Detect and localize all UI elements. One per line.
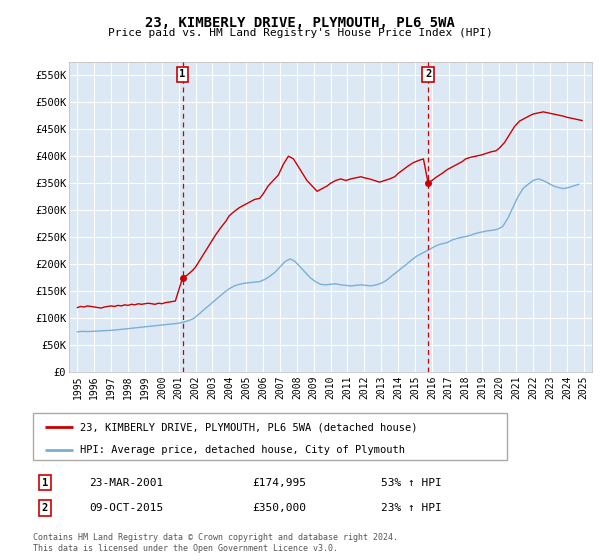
Text: Price paid vs. HM Land Registry's House Price Index (HPI): Price paid vs. HM Land Registry's House … <box>107 28 493 38</box>
Text: £174,995: £174,995 <box>252 478 306 488</box>
Text: 09-OCT-2015: 09-OCT-2015 <box>89 503 163 513</box>
Text: 2: 2 <box>42 503 48 513</box>
Text: 23% ↑ HPI: 23% ↑ HPI <box>381 503 442 513</box>
Text: 23-MAR-2001: 23-MAR-2001 <box>89 478 163 488</box>
Text: HPI: Average price, detached house, City of Plymouth: HPI: Average price, detached house, City… <box>80 445 406 455</box>
Text: 53% ↑ HPI: 53% ↑ HPI <box>381 478 442 488</box>
Text: 23, KIMBERLY DRIVE, PLYMOUTH, PL6 5WA (detached house): 23, KIMBERLY DRIVE, PLYMOUTH, PL6 5WA (d… <box>80 422 418 432</box>
Text: 2: 2 <box>425 69 431 80</box>
Text: 1: 1 <box>42 478 48 488</box>
Text: 23, KIMBERLY DRIVE, PLYMOUTH, PL6 5WA: 23, KIMBERLY DRIVE, PLYMOUTH, PL6 5WA <box>145 16 455 30</box>
Text: £350,000: £350,000 <box>252 503 306 513</box>
Text: Contains HM Land Registry data © Crown copyright and database right 2024.
This d: Contains HM Land Registry data © Crown c… <box>33 534 398 553</box>
Text: 1: 1 <box>179 69 186 80</box>
FancyBboxPatch shape <box>33 413 507 460</box>
